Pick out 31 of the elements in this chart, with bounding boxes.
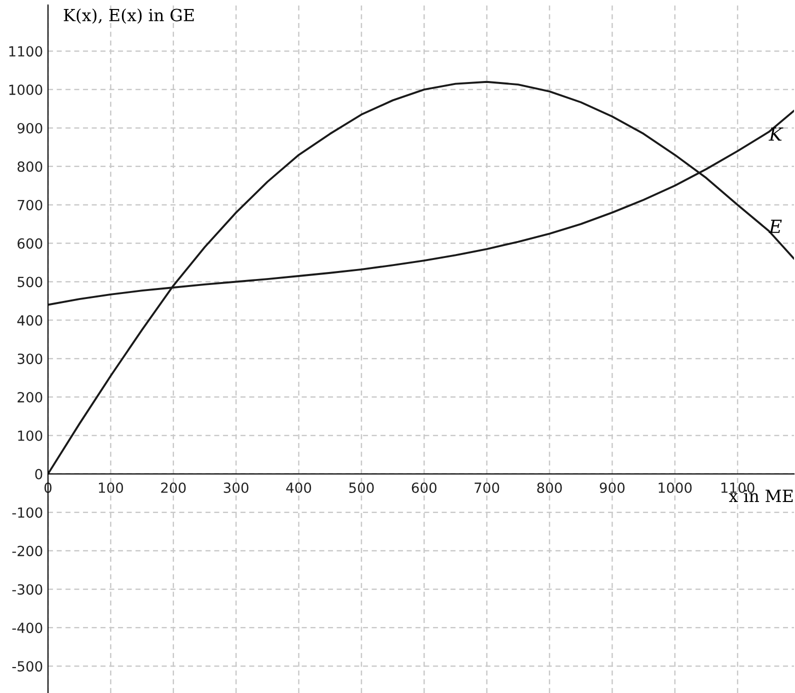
y-tick-label: 300 bbox=[18, 354, 42, 364]
y-tick-label: 700 bbox=[18, 200, 42, 210]
y-tick-label: -100 bbox=[12, 507, 42, 518]
y-tick-label: -300 bbox=[12, 584, 42, 595]
line-series bbox=[48, 80, 794, 475]
y-tick-label: 600 bbox=[18, 238, 42, 249]
x-tick-label: 900 bbox=[600, 482, 625, 493]
x-tick-label: 800 bbox=[537, 482, 562, 493]
x-tick-label: 200 bbox=[161, 482, 186, 493]
x-tick-label: 600 bbox=[412, 482, 436, 493]
x-tick-label: 500 bbox=[349, 482, 374, 493]
y-tick-label: 400 bbox=[17, 315, 42, 326]
y-tick-label: 1000 bbox=[9, 84, 42, 96]
y-axis-title: K(x), E(x) in GE bbox=[64, 8, 194, 24]
y-tick-label: 500 bbox=[18, 276, 42, 288]
y-tick-label: -400 bbox=[12, 622, 42, 634]
y-tick-label: 200 bbox=[18, 392, 42, 403]
y-tick-label: 100 bbox=[18, 430, 42, 441]
y-tick-label: 800 bbox=[18, 161, 42, 172]
annotation: E bbox=[768, 220, 782, 233]
y-tick-label: -200 bbox=[12, 546, 42, 556]
y-tick-label: -500 bbox=[12, 661, 42, 672]
y-tick-label: 0 bbox=[35, 468, 42, 480]
x-tick-label: 700 bbox=[474, 482, 500, 493]
x-tick-label: 400 bbox=[286, 482, 312, 493]
y-tick-label: 900 bbox=[18, 122, 42, 134]
annotation: K bbox=[768, 128, 784, 141]
y-tick-label: 1100 bbox=[9, 46, 42, 57]
x-tick-label: 1000 bbox=[658, 482, 692, 493]
x-tick-label: 300 bbox=[224, 482, 248, 493]
x-tick-label: 100 bbox=[98, 482, 124, 493]
